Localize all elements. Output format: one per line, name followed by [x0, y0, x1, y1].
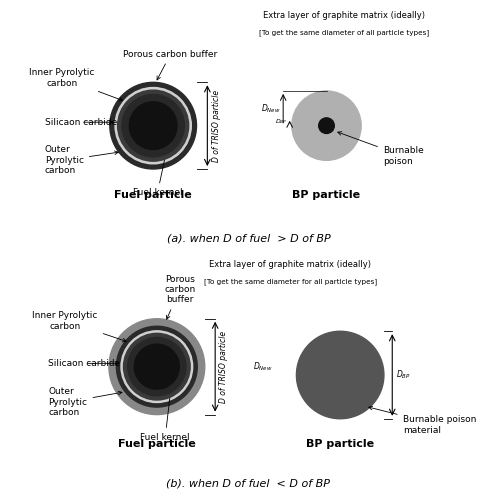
Text: [To get the same diameter of all particle types]: [To get the same diameter of all particl…	[259, 29, 429, 36]
Text: Fuel kernel: Fuel kernel	[133, 146, 182, 198]
Text: Fuel particle: Fuel particle	[118, 439, 196, 449]
Text: $D_{BP}$: $D_{BP}$	[275, 118, 287, 126]
Text: BP particle: BP particle	[306, 439, 374, 449]
Ellipse shape	[116, 326, 197, 407]
Text: [To get the same diameter for all particle types]: [To get the same diameter for all partic…	[204, 278, 377, 284]
Ellipse shape	[122, 94, 184, 157]
Text: Fuel particle: Fuel particle	[114, 190, 192, 200]
Text: Porous carbon buffer: Porous carbon buffer	[123, 50, 218, 80]
Ellipse shape	[118, 90, 189, 161]
Circle shape	[292, 91, 361, 160]
Text: $D_{New}$: $D_{New}$	[252, 360, 272, 373]
Text: D of TRISO particle: D of TRISO particle	[212, 90, 221, 162]
Ellipse shape	[110, 82, 196, 169]
Text: Extra layer of graphite matrix (ideally): Extra layer of graphite matrix (ideally)	[263, 10, 425, 20]
Text: BP particle: BP particle	[292, 190, 360, 200]
Ellipse shape	[123, 334, 190, 400]
Text: D of TRISO particle: D of TRISO particle	[219, 330, 228, 402]
Text: Silicaon carbide: Silicaon carbide	[49, 359, 121, 368]
Text: Burnable
poison: Burnable poison	[338, 132, 423, 166]
Text: Extra layer of graphite matrix (ideally): Extra layer of graphite matrix (ideally)	[209, 260, 371, 269]
Ellipse shape	[129, 102, 177, 150]
Ellipse shape	[109, 319, 205, 414]
Text: Outer
Pyrolytic
carbon: Outer Pyrolytic carbon	[49, 387, 122, 417]
Text: Outer
Pyrolytic
carbon: Outer Pyrolytic carbon	[45, 146, 118, 175]
Circle shape	[319, 118, 334, 134]
Ellipse shape	[115, 88, 191, 164]
Text: Inner Pyrolytic
carbon: Inner Pyrolytic carbon	[29, 68, 123, 101]
Ellipse shape	[128, 338, 186, 396]
Ellipse shape	[121, 331, 193, 402]
Circle shape	[296, 331, 384, 419]
Text: Porous
carbon
buffer: Porous carbon buffer	[164, 274, 195, 319]
Text: (a). when D of fuel  > D of BP: (a). when D of fuel > D of BP	[166, 234, 331, 243]
Text: Silicaon carbide: Silicaon carbide	[45, 118, 117, 126]
Ellipse shape	[134, 344, 179, 389]
Text: $D_{New}$: $D_{New}$	[261, 102, 281, 115]
Text: (b). when D of fuel  < D of BP: (b). when D of fuel < D of BP	[166, 478, 331, 488]
Text: $D_{BP}$: $D_{BP}$	[397, 369, 411, 381]
Text: Burnable poison
material: Burnable poison material	[369, 406, 476, 434]
Text: Inner Pyrolytic
carbon: Inner Pyrolytic carbon	[32, 311, 126, 342]
Text: Fuel kernel: Fuel kernel	[140, 388, 190, 442]
